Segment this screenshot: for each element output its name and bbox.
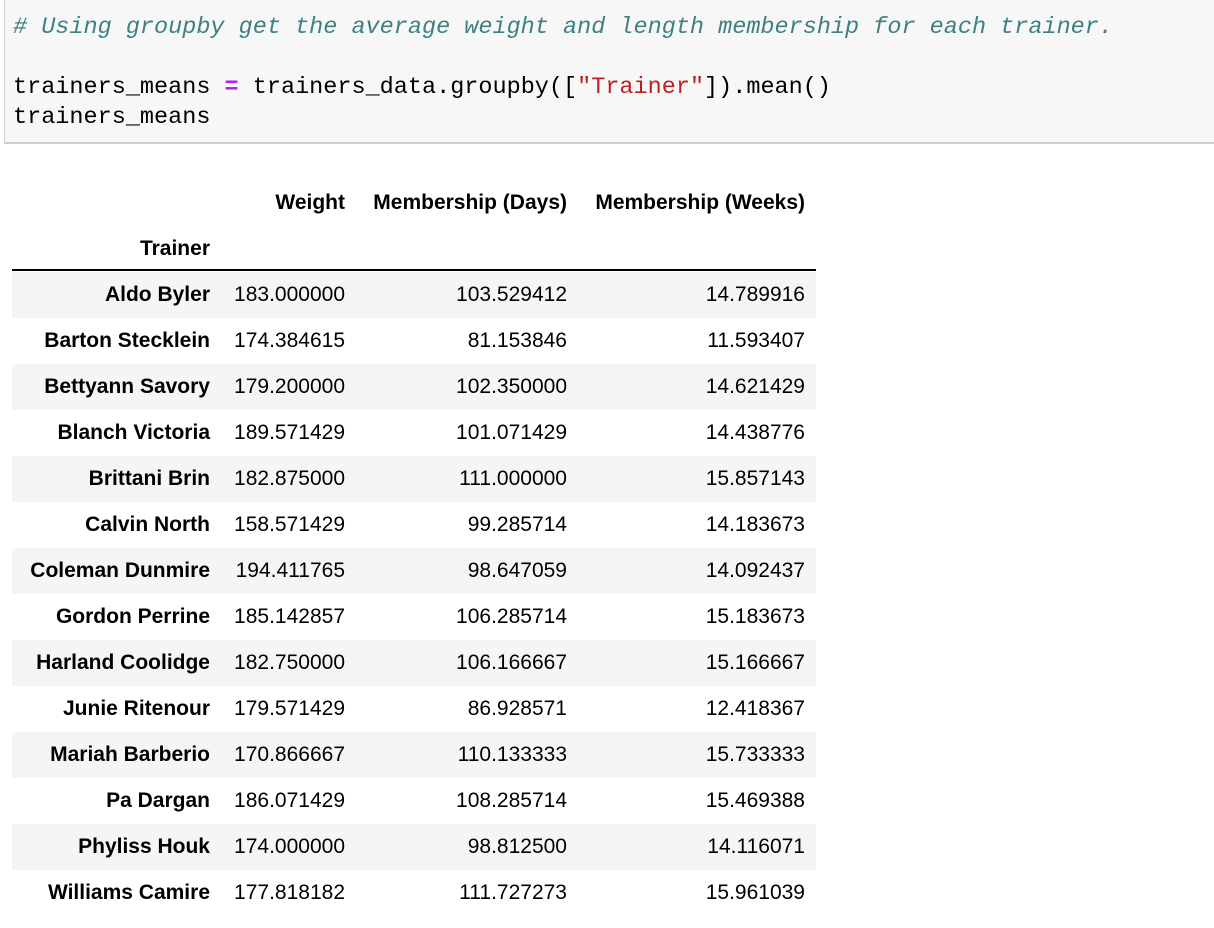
cell-membership-weeks: 15.733333 bbox=[705, 743, 805, 766]
cell-membership-weeks: 12.418367 bbox=[705, 697, 805, 720]
cell-membership-weeks: 11.593407 bbox=[707, 329, 805, 352]
cell-weight: 158.571429 bbox=[234, 513, 345, 536]
cell-membership-weeks: 14.621429 bbox=[705, 375, 805, 398]
cell-membership-weeks: 15.857143 bbox=[705, 467, 805, 490]
table-row: Blanch Victoria 189.571429 101.071429 14.43… bbox=[12, 410, 816, 456]
cell-membership-days: 102.350000 bbox=[456, 375, 567, 398]
cell-membership-days: 108.285714 bbox=[456, 789, 567, 812]
cell-membership-weeks: 15.183673 bbox=[705, 605, 805, 628]
row-index-trainer: Calvin North bbox=[85, 513, 210, 536]
code-line-output-var: trainers_means bbox=[13, 104, 211, 131]
row-index-trainer: Barton Stecklein bbox=[44, 329, 210, 352]
cell-weight: 179.571429 bbox=[234, 697, 345, 720]
index-header-trainer: Trainer bbox=[139, 237, 210, 260]
table-row: Coleman Dunmire 194.411765 98.647059 14.092… bbox=[12, 548, 816, 594]
code-line-assignment: trainers_means = trainers_data.groupby([… bbox=[13, 73, 831, 103]
cell-membership-days: 86.928571 bbox=[467, 697, 567, 720]
table-row: Williams Camire 177.818182 111.727273 15.96… bbox=[12, 870, 816, 916]
row-index-trainer: Junie Ritenour bbox=[62, 697, 210, 720]
row-index-trainer: Bettyann Savory bbox=[44, 375, 210, 398]
table-row: Calvin North 158.571429 99.285714 14.183673 bbox=[12, 502, 816, 548]
cell-weight: 183.000000 bbox=[234, 283, 345, 306]
code-variable: trainers_means bbox=[13, 74, 225, 101]
table-row: Phyliss Houk 174.000000 98.812500 14.116071 bbox=[12, 824, 816, 870]
cell-membership-days: 111.727273 bbox=[459, 881, 567, 904]
cell-membership-weeks: 14.789916 bbox=[705, 283, 805, 306]
table-row: Bettyann Savory 179.200000 102.350000 14.62… bbox=[12, 364, 816, 410]
cell-weight: 182.875000 bbox=[234, 467, 345, 490]
cell-membership-days: 111.000000 bbox=[459, 467, 567, 490]
row-index-trainer: Williams Camire bbox=[47, 881, 210, 904]
column-header-row: Weight Membership (Days) Membership (Wee… bbox=[12, 180, 816, 226]
cell-membership-days: 103.529412 bbox=[456, 283, 567, 306]
cell-weight: 189.571429 bbox=[234, 421, 345, 444]
code-string: "Trainer" bbox=[577, 74, 705, 101]
table-row: Pa Dargan 186.071429 108.285714 15.469388 bbox=[12, 778, 816, 824]
table-row: Gordon Perrine 185.142857 106.285714 15.183… bbox=[12, 594, 816, 640]
table-row: Barton Stecklein 174.384615 81.153846 11.59… bbox=[12, 318, 816, 364]
cell-membership-days: 99.285714 bbox=[467, 513, 567, 536]
row-index-trainer: Phyliss Houk bbox=[78, 835, 210, 858]
row-index-trainer: Pa Dargan bbox=[106, 789, 210, 812]
cell-weight: 170.866667 bbox=[234, 743, 345, 766]
cell-membership-days: 98.812500 bbox=[467, 835, 567, 858]
cell-membership-days: 106.166667 bbox=[456, 651, 567, 674]
table-row: Mariah Barberio 170.866667 110.133333 15.73… bbox=[12, 732, 816, 778]
cell-weight: 179.200000 bbox=[234, 375, 345, 398]
column-header-membership-days: Membership (Days) bbox=[373, 191, 567, 214]
table-row: Harland Coolidge 182.750000 106.166667 15.1… bbox=[12, 640, 816, 686]
row-index-trainer: Harland Coolidge bbox=[36, 651, 210, 674]
cell-membership-days: 101.071429 bbox=[456, 421, 567, 444]
code-call-end: ]).mean() bbox=[704, 74, 831, 101]
column-header-weight: Weight bbox=[275, 191, 345, 214]
row-index-trainer: Aldo Byler bbox=[104, 283, 210, 306]
cell-weight: 186.071429 bbox=[234, 789, 345, 812]
code-operator: = bbox=[224, 74, 239, 101]
row-index-trainer: Gordon Perrine bbox=[55, 605, 210, 628]
cell-weight: 174.000000 bbox=[234, 835, 345, 858]
cell-membership-weeks: 15.469388 bbox=[705, 789, 805, 812]
code-cell[interactable]: # Using groupby get the average weight a… bbox=[4, 0, 1214, 144]
header-divider bbox=[12, 269, 816, 271]
cell-membership-days: 98.647059 bbox=[467, 559, 567, 582]
row-index-trainer: Coleman Dunmire bbox=[30, 559, 210, 582]
row-index-trainer: Blanch Victoria bbox=[57, 421, 211, 444]
row-index-trainer: Brittani Brin bbox=[88, 467, 210, 490]
cell-membership-weeks: 15.961039 bbox=[705, 881, 805, 904]
cell-membership-weeks: 14.183673 bbox=[705, 513, 805, 536]
index-header-row: Trainer bbox=[12, 226, 816, 272]
cell-membership-weeks: 15.166667 bbox=[705, 651, 805, 674]
cell-membership-weeks: 14.116071 bbox=[707, 835, 805, 858]
code-call-start: trainers_data.groupby([ bbox=[238, 74, 578, 101]
cell-weight: 185.142857 bbox=[234, 605, 345, 628]
table-row: Brittani Brin 182.875000 111.000000 15.8571… bbox=[12, 456, 816, 502]
table-row: Aldo Byler 183.000000 103.529412 14.789916 bbox=[12, 272, 816, 318]
cell-weight: 174.384615 bbox=[234, 329, 345, 352]
cell-membership-weeks: 14.092437 bbox=[705, 559, 805, 582]
cell-membership-days: 81.153846 bbox=[467, 329, 567, 352]
cell-weight: 194.411765 bbox=[235, 559, 345, 582]
cell-membership-days: 106.285714 bbox=[456, 605, 567, 628]
cell-weight: 177.818182 bbox=[234, 881, 345, 904]
column-header-membership-weeks: Membership (Weeks) bbox=[595, 191, 805, 214]
cell-membership-weeks: 14.438776 bbox=[705, 421, 805, 444]
code-comment: # Using groupby get the average weight a… bbox=[13, 14, 1113, 41]
table-row: Junie Ritenour 179.571429 86.928571 12.4183… bbox=[12, 686, 816, 732]
cell-membership-days: 110.133333 bbox=[457, 743, 567, 766]
row-index-trainer: Mariah Barberio bbox=[50, 743, 210, 766]
cell-weight: 182.750000 bbox=[234, 651, 345, 674]
